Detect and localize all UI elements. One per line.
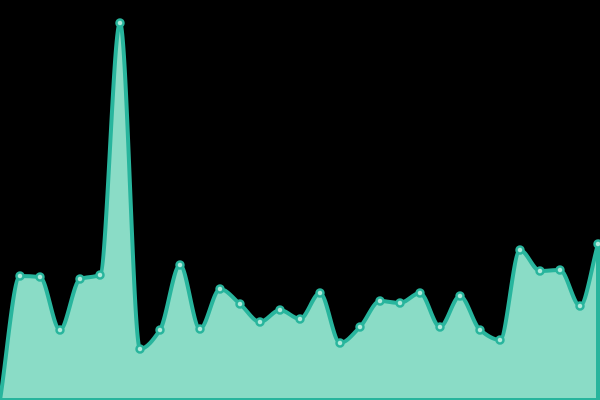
data-point-marker[interactable] [215, 284, 225, 294]
data-point-marker[interactable] [355, 322, 365, 332]
data-point-marker[interactable] [15, 271, 25, 281]
data-point-marker[interactable] [195, 324, 205, 334]
data-point-marker[interactable] [555, 265, 565, 275]
data-point-marker[interactable] [275, 305, 285, 315]
data-point-marker[interactable] [535, 266, 545, 276]
data-point-marker[interactable] [295, 314, 305, 324]
data-point-marker[interactable] [475, 325, 485, 335]
data-point-marker[interactable] [495, 335, 505, 345]
data-point-marker[interactable] [35, 272, 45, 282]
data-point-marker[interactable] [435, 322, 445, 332]
data-point-marker[interactable] [135, 344, 145, 354]
data-point-marker[interactable] [235, 299, 245, 309]
data-point-marker[interactable] [515, 245, 525, 255]
area-series [0, 21, 600, 400]
data-point-marker[interactable] [155, 325, 165, 335]
data-point-marker[interactable] [75, 274, 85, 284]
data-point-marker[interactable] [315, 288, 325, 298]
data-point-marker[interactable] [115, 18, 125, 28]
data-point-marker[interactable] [55, 325, 65, 335]
data-point-marker[interactable] [335, 338, 345, 348]
data-point-marker[interactable] [175, 260, 185, 270]
data-point-marker[interactable] [255, 317, 265, 327]
data-point-marker[interactable] [575, 301, 585, 311]
data-point-marker[interactable] [415, 288, 425, 298]
data-point-marker[interactable] [375, 296, 385, 306]
data-point-marker[interactable] [395, 298, 405, 308]
data-point-marker[interactable] [95, 270, 105, 280]
data-point-marker[interactable] [593, 239, 600, 249]
data-point-marker[interactable] [455, 291, 465, 301]
